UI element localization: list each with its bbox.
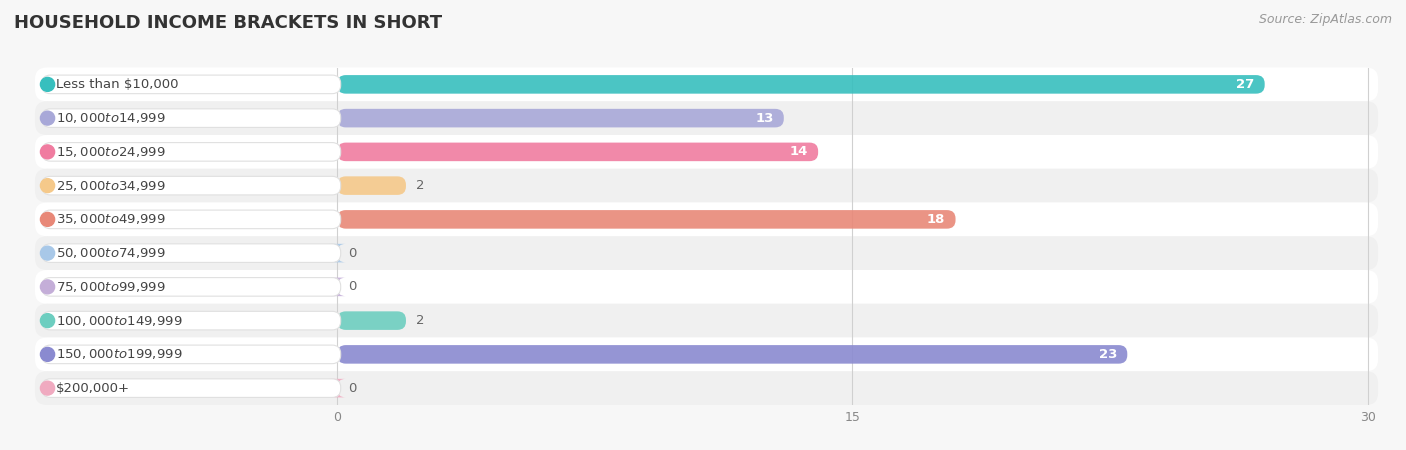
- FancyBboxPatch shape: [337, 210, 956, 229]
- FancyBboxPatch shape: [35, 169, 1378, 202]
- Text: 23: 23: [1098, 348, 1116, 361]
- Circle shape: [41, 111, 55, 125]
- Text: $75,000 to $99,999: $75,000 to $99,999: [56, 280, 166, 294]
- FancyBboxPatch shape: [337, 176, 406, 195]
- FancyBboxPatch shape: [35, 304, 1378, 338]
- Text: $25,000 to $34,999: $25,000 to $34,999: [56, 179, 166, 193]
- FancyBboxPatch shape: [42, 143, 340, 161]
- Text: 18: 18: [927, 213, 945, 226]
- FancyBboxPatch shape: [35, 135, 1378, 169]
- Circle shape: [41, 314, 55, 328]
- FancyBboxPatch shape: [42, 345, 340, 364]
- FancyBboxPatch shape: [42, 75, 340, 94]
- Circle shape: [41, 179, 55, 193]
- FancyBboxPatch shape: [42, 109, 340, 127]
- FancyBboxPatch shape: [42, 379, 340, 397]
- FancyBboxPatch shape: [337, 75, 1264, 94]
- Circle shape: [41, 77, 55, 91]
- FancyBboxPatch shape: [329, 278, 346, 296]
- Text: Less than $10,000: Less than $10,000: [56, 78, 179, 91]
- FancyBboxPatch shape: [329, 379, 346, 397]
- Text: HOUSEHOLD INCOME BRACKETS IN SHORT: HOUSEHOLD INCOME BRACKETS IN SHORT: [14, 14, 441, 32]
- Text: Source: ZipAtlas.com: Source: ZipAtlas.com: [1258, 14, 1392, 27]
- Circle shape: [41, 347, 55, 361]
- FancyBboxPatch shape: [337, 311, 406, 330]
- FancyBboxPatch shape: [35, 270, 1378, 304]
- Circle shape: [41, 246, 55, 260]
- Circle shape: [41, 145, 55, 159]
- Text: 0: 0: [347, 280, 356, 293]
- Circle shape: [41, 381, 55, 395]
- Text: $150,000 to $199,999: $150,000 to $199,999: [56, 347, 183, 361]
- Text: $50,000 to $74,999: $50,000 to $74,999: [56, 246, 166, 260]
- FancyBboxPatch shape: [35, 371, 1378, 405]
- Text: $100,000 to $149,999: $100,000 to $149,999: [56, 314, 183, 328]
- FancyBboxPatch shape: [42, 278, 340, 296]
- FancyBboxPatch shape: [42, 176, 340, 195]
- FancyBboxPatch shape: [337, 345, 1128, 364]
- Text: 0: 0: [347, 382, 356, 395]
- FancyBboxPatch shape: [35, 338, 1378, 371]
- Text: 2: 2: [416, 179, 425, 192]
- FancyBboxPatch shape: [337, 143, 818, 161]
- Text: $200,000+: $200,000+: [56, 382, 129, 395]
- Text: 13: 13: [755, 112, 773, 125]
- Circle shape: [41, 212, 55, 226]
- FancyBboxPatch shape: [35, 68, 1378, 101]
- FancyBboxPatch shape: [42, 244, 340, 262]
- FancyBboxPatch shape: [329, 244, 346, 262]
- FancyBboxPatch shape: [42, 210, 340, 229]
- Text: 27: 27: [1236, 78, 1254, 91]
- FancyBboxPatch shape: [35, 202, 1378, 236]
- FancyBboxPatch shape: [35, 236, 1378, 270]
- Text: $35,000 to $49,999: $35,000 to $49,999: [56, 212, 166, 226]
- FancyBboxPatch shape: [337, 109, 783, 127]
- FancyBboxPatch shape: [35, 101, 1378, 135]
- Text: 0: 0: [347, 247, 356, 260]
- Text: 2: 2: [416, 314, 425, 327]
- Text: 14: 14: [790, 145, 808, 158]
- FancyBboxPatch shape: [42, 311, 340, 330]
- Text: $15,000 to $24,999: $15,000 to $24,999: [56, 145, 166, 159]
- Circle shape: [41, 280, 55, 294]
- Text: $10,000 to $14,999: $10,000 to $14,999: [56, 111, 166, 125]
